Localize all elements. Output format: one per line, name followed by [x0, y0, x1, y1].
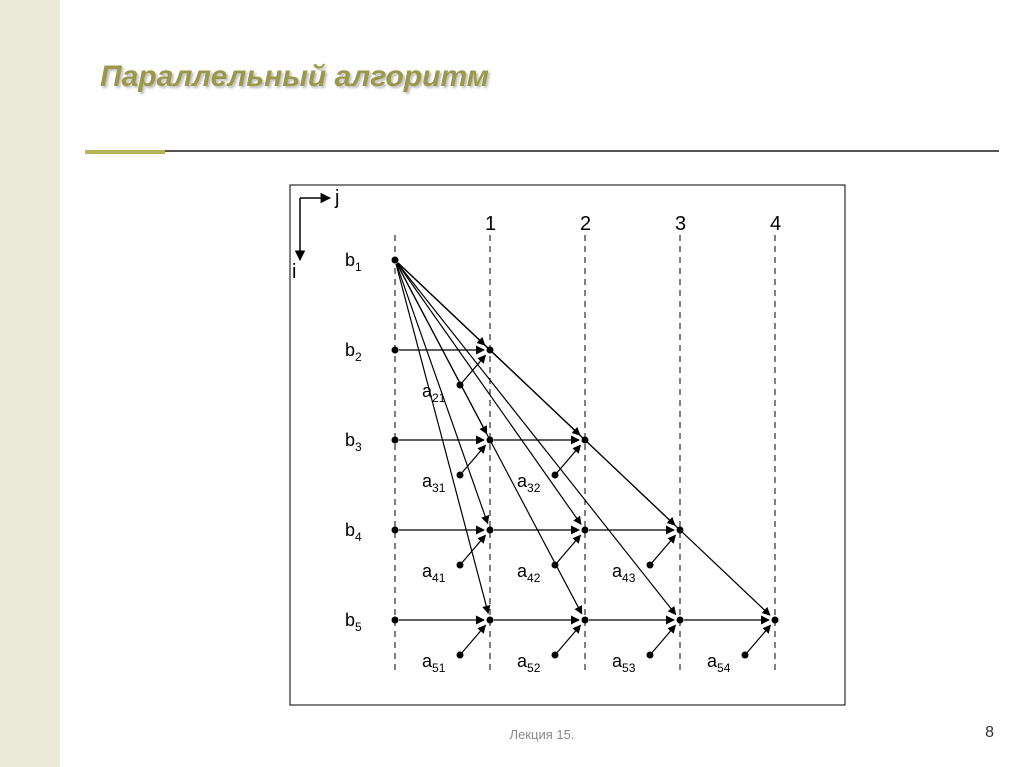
- svg-text:a53: a53: [612, 651, 636, 675]
- svg-text:1: 1: [485, 213, 496, 235]
- page-number: 8: [985, 724, 994, 742]
- left-strip: [0, 0, 60, 767]
- svg-text:b4: b4: [345, 520, 362, 544]
- svg-text:b5: b5: [345, 610, 362, 634]
- svg-text:a32: a32: [517, 471, 541, 495]
- svg-text:4: 4: [770, 213, 781, 235]
- slide-page: Параллельный алгоритм j i 1 2 3 4 b1 b2 b3 b4 b5 a2…: [0, 0, 1024, 767]
- svg-text:a54: a54: [707, 651, 731, 675]
- svg-text:i: i: [292, 261, 296, 283]
- svg-text:a21: a21: [422, 381, 446, 405]
- svg-text:a31: a31: [422, 471, 446, 495]
- svg-text:a41: a41: [422, 561, 446, 585]
- dependency-diagram: j i 1 2 3 4 b1 b2 b3 b4 b5 a21 a31 a32 a41 a42 a43 a51 a52…: [230, 180, 850, 710]
- svg-text:a52: a52: [517, 651, 541, 675]
- footer-text: Лекция 15.: [60, 727, 1024, 742]
- content-area: Параллельный алгоритм j i 1 2 3 4 b1 b2 b3 b4 b5 a2…: [60, 0, 1024, 767]
- svg-text:j: j: [334, 187, 339, 209]
- slide-title: Параллельный алгоритм: [100, 60, 489, 94]
- title-underline: [85, 150, 999, 152]
- svg-text:b2: b2: [345, 340, 362, 364]
- svg-text:a42: a42: [517, 561, 541, 585]
- svg-text:b1: b1: [345, 250, 362, 274]
- svg-text:3: 3: [675, 213, 686, 235]
- svg-text:2: 2: [580, 213, 591, 235]
- title-underline-accent: [85, 150, 165, 154]
- svg-text:a51: a51: [422, 651, 446, 675]
- svg-text:a43: a43: [612, 561, 636, 585]
- svg-text:b3: b3: [345, 430, 362, 454]
